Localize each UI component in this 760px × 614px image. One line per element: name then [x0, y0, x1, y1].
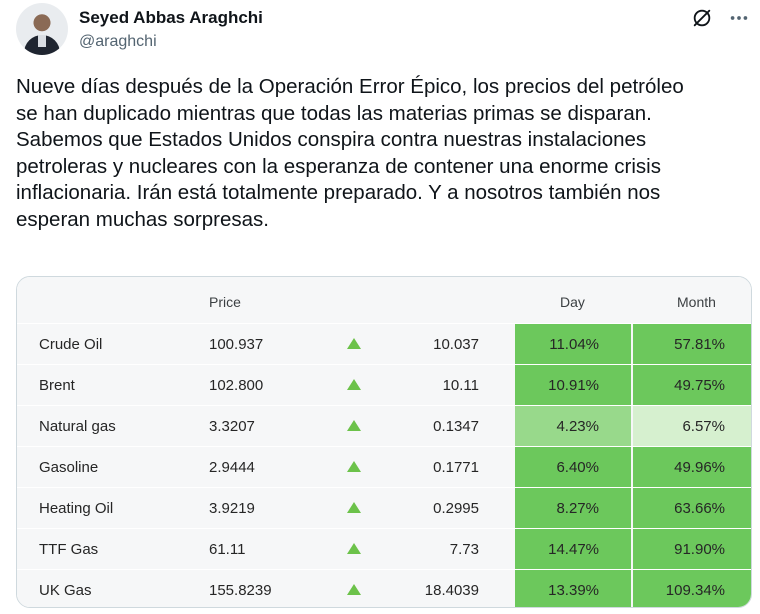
- price-value: 61.11: [209, 541, 246, 558]
- day-change-value: 4.23%: [556, 418, 599, 435]
- month-change-cell: 57.81%: [633, 324, 751, 364]
- month-change-value: 91.90%: [674, 541, 725, 558]
- month-change-cell: 109.34%: [633, 570, 751, 607]
- month-change-cell: 49.96%: [633, 447, 751, 487]
- month-change-value: 6.57%: [682, 418, 725, 435]
- table-row: Crude Oil 100.937 10.037 11.04% 57.81%: [17, 323, 751, 364]
- up-arrow-icon: [347, 420, 361, 431]
- commodity-name: UK Gas: [39, 582, 92, 599]
- change-value: 10.11: [442, 377, 479, 394]
- day-change-cell: 13.39%: [515, 570, 631, 607]
- price-value: 3.9219: [209, 500, 255, 517]
- author-handle[interactable]: @araghchi: [79, 33, 157, 50]
- day-change-value: 10.91%: [548, 377, 599, 394]
- month-change-value: 49.75%: [674, 377, 725, 394]
- tweet-line: esperan muchas sorpresas.: [16, 207, 269, 231]
- table-row: UK Gas 155.8239 18.4039 13.39% 109.34%: [17, 569, 751, 607]
- day-change-value: 14.47%: [548, 541, 599, 558]
- commodity-name: Heating Oil: [39, 500, 114, 517]
- up-arrow-icon: [347, 502, 361, 513]
- price-value: 155.8239: [209, 582, 272, 599]
- month-change-value: 49.96%: [674, 459, 725, 476]
- price-value: 2.9444: [209, 459, 255, 476]
- change-value: 0.1771: [433, 459, 479, 476]
- commodity-name: Crude Oil: [39, 336, 103, 353]
- more-dots-icon[interactable]: [728, 7, 750, 29]
- day-change-cell: 8.27%: [515, 488, 631, 528]
- month-change-cell: 49.75%: [633, 365, 751, 405]
- tweet-line: petroleras y nucleares con la esperanza …: [16, 154, 661, 178]
- day-change-value: 11.04%: [549, 336, 599, 353]
- header-day: Day: [560, 294, 585, 310]
- month-change-cell: 91.90%: [633, 529, 751, 569]
- table-row: Natural gas 3.3207 0.1347 4.23% 6.57%: [17, 405, 751, 446]
- commodity-name: Brent: [39, 377, 75, 394]
- up-arrow-icon: [347, 338, 361, 349]
- table-header: Price Day Month: [17, 277, 751, 323]
- month-change-value: 63.66%: [674, 500, 725, 517]
- tweet-line: Sabemos que Estados Unidos conspira cont…: [16, 128, 647, 151]
- tweet-text: Nueve días después de la Operación Error…: [16, 74, 751, 233]
- tweet-line: se han duplicado mientras que todas las …: [16, 101, 652, 125]
- up-arrow-icon: [347, 379, 361, 390]
- table-row: Gasoline 2.9444 0.1771 6.40% 49.96%: [17, 446, 751, 487]
- change-value: 10.037: [433, 336, 479, 353]
- up-arrow-icon: [347, 461, 361, 472]
- day-change-cell: 14.47%: [515, 529, 631, 569]
- month-change-value: 57.81%: [674, 336, 725, 353]
- header-price: Price: [209, 294, 241, 310]
- avatar[interactable]: [16, 3, 68, 55]
- commodity-name: TTF Gas: [39, 541, 99, 558]
- commodities-table-image[interactable]: Price Day Month Crude Oil 100.937 10.037 11…: [16, 276, 752, 608]
- day-change-value: 8.27%: [556, 500, 599, 517]
- month-change-value: 109.34%: [665, 582, 725, 599]
- day-change-value: 13.39%: [548, 582, 599, 599]
- change-value: 18.4039: [424, 582, 479, 599]
- price-value: 100.937: [209, 336, 264, 353]
- author-name[interactable]: Seyed Abbas Araghchi: [79, 8, 263, 27]
- month-change-cell: 6.57%: [633, 406, 751, 446]
- avatar-collar: [38, 35, 46, 47]
- change-value: 7.73: [449, 541, 479, 558]
- up-arrow-icon: [347, 584, 361, 595]
- day-change-cell: 4.23%: [515, 406, 631, 446]
- table-row: Brent 102.800 10.11 10.91% 49.75%: [17, 364, 751, 405]
- tweet-line: inflacionaria. Irán está totalmente prep…: [16, 181, 661, 204]
- day-change-cell: 6.40%: [515, 447, 631, 487]
- day-change-cell: 10.91%: [515, 365, 631, 405]
- commodity-name: Gasoline: [39, 459, 99, 476]
- grok-slash-icon[interactable]: [691, 7, 713, 29]
- up-arrow-icon: [347, 543, 361, 554]
- change-value: 0.2995: [433, 500, 479, 517]
- day-change-cell: 11.04%: [515, 324, 631, 364]
- table-row: Heating Oil 3.9219 0.2995 8.27% 63.66%: [17, 487, 751, 528]
- month-change-cell: 63.66%: [633, 488, 751, 528]
- day-change-value: 6.40%: [556, 459, 599, 476]
- price-value: 3.3207: [209, 418, 255, 435]
- tweet-line: Nueve días después de la Operación Error…: [16, 75, 684, 98]
- header-month: Month: [677, 294, 716, 310]
- change-value: 0.1347: [433, 418, 479, 435]
- commodity-name: Natural gas: [39, 418, 116, 435]
- table-row: TTF Gas 61.11 7.73 14.47% 91.90%: [17, 528, 751, 569]
- price-value: 102.800: [209, 377, 264, 394]
